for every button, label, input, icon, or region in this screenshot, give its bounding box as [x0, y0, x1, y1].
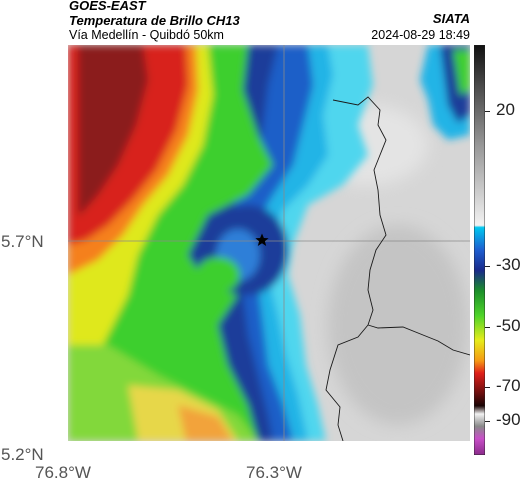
cbar-tick-20: 20 — [496, 100, 515, 119]
cbar-tick-m70: -70 — [496, 376, 521, 395]
brightness-temperature-map — [68, 45, 470, 441]
product-title: Temperatura de Brillo CH13 — [69, 13, 240, 28]
cbar-tick-m50: -50 — [496, 316, 521, 335]
cbar-tick-m30: -30 — [496, 255, 521, 274]
lon-tick-76-3: 76.3°W — [246, 463, 302, 482]
datetime-label: 2024-08-29 18:49 — [371, 28, 470, 42]
cbar-tick-m90: -90 — [496, 410, 521, 429]
star-icon — [255, 233, 269, 246]
lat-tick-5-7: 5.7°N — [1, 232, 44, 251]
lon-tick-76-8: 76.8°W — [35, 463, 91, 482]
border-lines — [325, 96, 470, 441]
satellite-name: GOES-EAST — [69, 0, 146, 13]
lat-tick-5-2: 5.2°N — [1, 445, 44, 464]
temperature-colorbar — [474, 45, 485, 455]
route-label: Vía Medellín - Quibdó 50km — [69, 28, 224, 42]
org-label: SIATA — [432, 11, 470, 26]
